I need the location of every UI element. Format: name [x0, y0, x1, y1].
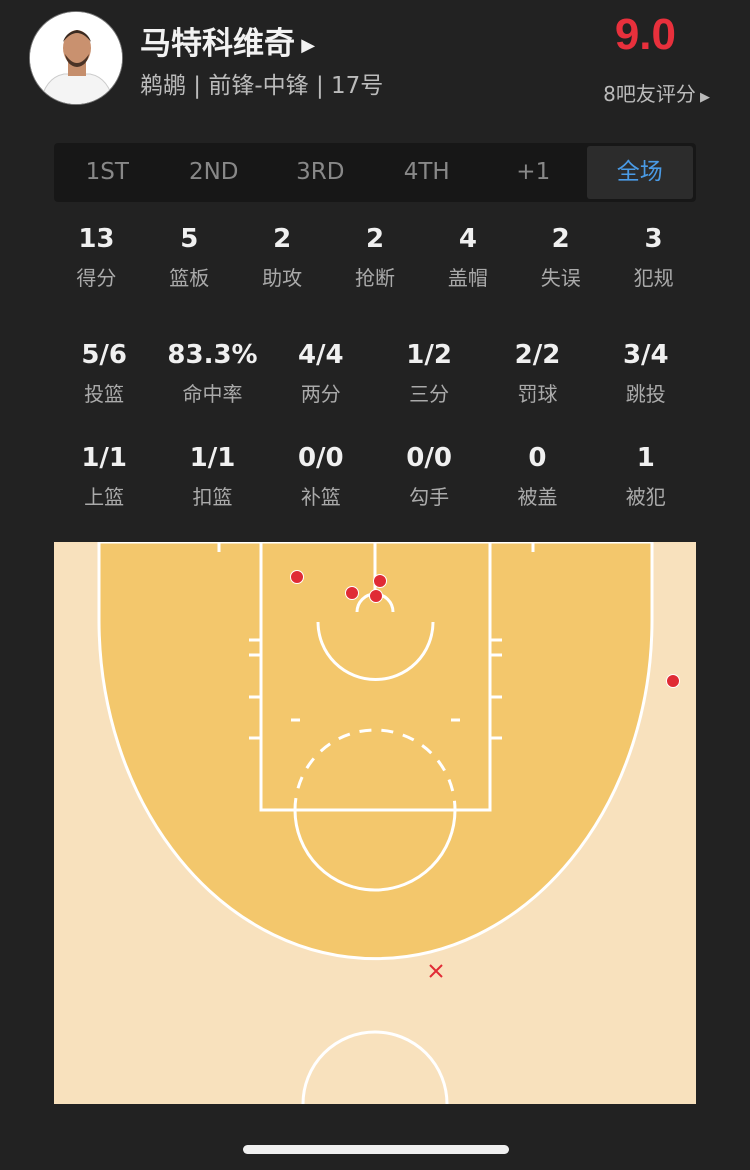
stat-item: 5/6 投篮: [50, 340, 158, 407]
tab-full-game[interactable]: 全场: [586, 146, 693, 199]
stat-value: 13: [78, 224, 115, 254]
tab-overtime[interactable]: +1: [516, 159, 551, 185]
made-shot-marker: [373, 574, 387, 588]
stat-label: 被犯: [625, 485, 666, 509]
stat-value: 0/0: [297, 443, 344, 473]
stat-label: 上篮: [84, 485, 125, 509]
stat-value: 1/2: [406, 340, 452, 370]
tab-4th[interactable]: 4TH: [403, 159, 450, 185]
stat-value: 4/4: [297, 340, 344, 370]
stat-label: 扣篮: [192, 485, 233, 509]
stat-item: 83.3% 命中率: [158, 340, 266, 407]
stat-item: 2 抢断: [329, 224, 422, 291]
stat-item: 4 盖帽: [421, 224, 514, 291]
stat-label: 得分: [76, 266, 117, 290]
stat-item: 1/1 上篮: [50, 443, 158, 510]
stat-value: 3: [644, 224, 663, 254]
player-name[interactable]: 马特科维奇 ▶: [140, 18, 315, 63]
basic-stats-row: 13 得分 5 篮板 2 助攻 2 抢断 4 盖帽 2 失误 3 犯规: [50, 224, 700, 291]
stat-value: 2: [551, 224, 570, 254]
stat-value: 1/1: [189, 443, 236, 473]
stat-item: 4/4 两分: [267, 340, 375, 407]
center-circle: [301, 1030, 449, 1104]
free-throw-circle-solid: [293, 809, 457, 892]
paint: [259, 542, 492, 812]
stat-item: 2 助攻: [236, 224, 329, 291]
stat-item: 2/2 罚球: [483, 340, 591, 407]
stat-label: 失误: [540, 266, 581, 290]
stat-value: 5: [180, 224, 199, 254]
player-rating: 9.0: [614, 10, 676, 59]
three-point-line: [97, 542, 654, 961]
stat-value: 3/4: [622, 340, 669, 370]
player-name-text: 马特科维奇: [140, 26, 295, 62]
made-shot-marker: [369, 589, 383, 603]
stat-item: 5 篮板: [143, 224, 236, 291]
stat-label: 篮板: [169, 266, 210, 290]
stat-value: 2: [365, 224, 385, 254]
stat-item: 1/1 扣篮: [158, 443, 266, 510]
stat-item: 3 犯规: [607, 224, 700, 291]
home-indicator[interactable]: [243, 1145, 509, 1154]
stat-value: 2: [273, 224, 292, 254]
restricted-area: [316, 621, 435, 681]
fan-rating-link[interactable]: 8吧友评分 ▶: [603, 78, 710, 107]
stat-value: 5/6: [81, 340, 127, 370]
tab-3rd[interactable]: 3RD: [296, 159, 345, 185]
stat-value: 83.3%: [167, 340, 258, 370]
stat-label: 助攻: [262, 266, 303, 290]
fan-rating-text: 8吧友评分: [603, 82, 696, 106]
stat-label: 跳投: [625, 382, 666, 406]
stat-value: 1: [636, 443, 655, 473]
period-tabs: 1ST 2ND 3RD 4TH +1 全场: [54, 143, 696, 202]
stat-label: 盖帽: [447, 266, 488, 290]
stat-label: 三分: [409, 382, 450, 406]
tab-2nd[interactable]: 2ND: [188, 159, 239, 185]
shot-type-stats-row: 1/1 上篮 1/1 扣篮 0/0 补篮 0/0 勾手 0 被盖 1 被犯: [50, 443, 700, 510]
stat-label: 命中率: [182, 382, 243, 406]
player-photo-icon: [30, 12, 122, 104]
stat-value: 1/1: [81, 443, 127, 473]
stat-label: 勾手: [409, 485, 450, 509]
stat-item: 0/0 勾手: [375, 443, 483, 510]
stat-item: 13 得分: [50, 224, 143, 291]
stat-item: 1 被犯: [592, 443, 700, 510]
arrow-right-icon: ▶: [295, 35, 316, 56]
stat-label: 被盖: [517, 485, 558, 509]
arrow-right-icon: ▶: [695, 90, 710, 105]
stat-item: 3/4 跳投: [592, 340, 700, 407]
stat-value: 0: [528, 443, 547, 473]
player-avatar[interactable]: [29, 11, 123, 105]
stat-value: 0/0: [406, 443, 452, 473]
stat-value: 2/2: [514, 340, 561, 370]
stat-label: 犯规: [633, 266, 674, 290]
stat-item: 2 失误: [514, 224, 607, 291]
shooting-stats-row: 5/6 投篮 83.3% 命中率 4/4 两分 1/2 三分 2/2 罚球 3/4 跳投: [50, 340, 700, 407]
stat-label: 两分: [300, 382, 341, 406]
stat-label: 投篮: [84, 382, 125, 406]
made-shot-marker: [345, 586, 359, 600]
made-shot-marker: [290, 570, 304, 584]
shot-chart-court: [54, 542, 696, 1104]
stat-item: 0 被盖: [483, 443, 591, 510]
tab-1st[interactable]: 1ST: [85, 159, 129, 185]
made-shot-marker: [666, 674, 680, 688]
player-info: 鹈鹕 | 前锋-中锋 | 17号: [140, 73, 384, 99]
stat-item: 0/0 补篮: [267, 443, 375, 510]
stat-item: 1/2 三分: [375, 340, 483, 407]
missed-shot-marker: [429, 964, 443, 978]
stat-label: 抢断: [355, 266, 395, 290]
stat-label: 罚球: [517, 382, 558, 406]
stat-label: 补篮: [300, 485, 341, 509]
stat-value: 4: [458, 224, 477, 254]
